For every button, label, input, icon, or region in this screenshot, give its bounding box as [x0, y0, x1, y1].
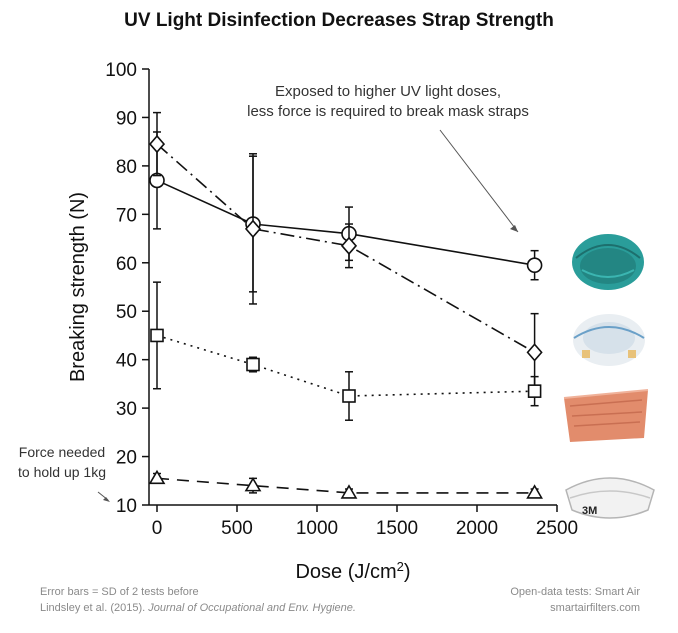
y-axis-label: Breaking strength (N) — [67, 192, 89, 382]
data-point-diamond — [244, 219, 262, 239]
y-tick-label: 40 — [116, 351, 137, 372]
x-tick-label: 500 — [221, 518, 253, 539]
data-point-triangle — [244, 477, 262, 492]
series-line-triangle — [156, 477, 535, 494]
y-tick-label: 80 — [116, 157, 137, 178]
teal-respirator-image — [572, 234, 644, 290]
y-tick-label: 20 — [116, 448, 137, 469]
series-line-circle — [156, 179, 535, 266]
series-diamond — [148, 111, 543, 392]
y-tick-label: 100 — [105, 60, 137, 81]
series-line-diamond — [156, 143, 535, 354]
x-tick-label: 0 — [152, 518, 163, 539]
force-annotation-line1: Force needed — [18, 444, 106, 460]
data-point-square — [150, 328, 164, 343]
data-point-square — [246, 357, 260, 372]
y-tick-label: 70 — [116, 205, 137, 226]
website-link[interactable]: smartairfilters.com — [550, 602, 640, 614]
source-note: Open-data tests: Smart Air — [510, 586, 640, 598]
data-point-square — [342, 389, 356, 403]
force-annotation: Force needed to hold up 1kg — [6, 442, 118, 482]
data-point-triangle — [526, 484, 543, 499]
y-tick-label: 90 — [116, 108, 137, 129]
y-tick-label: 60 — [116, 254, 137, 275]
series-square — [150, 281, 542, 421]
x-axis-label: Dose (J/cm2) — [295, 559, 410, 584]
y-tick-label: 50 — [116, 302, 137, 323]
citation-journal: Journal of Occupational and Env. Hygiene… — [148, 602, 356, 614]
x-tick-label: 1500 — [376, 518, 418, 539]
data-point-triangle — [148, 469, 166, 485]
chart-title: UV Light Disinfection Decreases Strap St… — [124, 10, 554, 31]
data-point-circle — [526, 257, 543, 274]
force-annotation-line2: to hold up 1kg — [18, 464, 106, 480]
series-group — [148, 111, 543, 499]
citation: Lindsley et al. (2015). Journal of Occup… — [40, 600, 356, 616]
x-tick-label: 2500 — [536, 518, 578, 539]
uv-annotation: Exposed to higher UV light doses, less f… — [218, 82, 558, 122]
3m-folding-respirator-image: 3M — [565, 477, 655, 519]
data-point-diamond — [148, 134, 166, 154]
annotation-arrow — [439, 129, 519, 233]
data-point-square — [527, 384, 542, 398]
data-point-diamond — [526, 343, 543, 362]
annotation-arrowhead — [510, 225, 518, 232]
white-respirator-image — [573, 314, 645, 366]
uv-annotation-line1: Exposed to higher UV light doses, — [275, 83, 501, 100]
x-axis-label-superscript: 2 — [397, 559, 404, 574]
orange-respirator-image — [563, 389, 649, 442]
series-line-square — [156, 334, 535, 397]
force-annotation-arrowhead — [103, 497, 110, 502]
uv-annotation-line2: less force is required to break mask str… — [247, 103, 529, 120]
y-tick-label: 30 — [116, 399, 137, 420]
data-point-diamond — [340, 236, 358, 256]
error-bar-note: Error bars = SD of 2 tests before — [40, 586, 199, 598]
footer-source: Open-data tests: Smart Air smartairfilte… — [510, 584, 640, 616]
y-tick-label: 10 — [116, 496, 137, 517]
series-triangle — [148, 469, 543, 499]
footer-notes: Error bars = SD of 2 tests before Lindsl… — [40, 584, 356, 616]
x-tick-label: 2000 — [456, 518, 498, 539]
x-tick-label: 1000 — [296, 518, 338, 539]
x-axis-label-end: ) — [404, 561, 411, 583]
data-point-triangle — [340, 484, 358, 499]
mask-brand-label: 3M — [582, 505, 597, 517]
citation-authors: Lindsley et al. (2015). — [40, 602, 149, 614]
